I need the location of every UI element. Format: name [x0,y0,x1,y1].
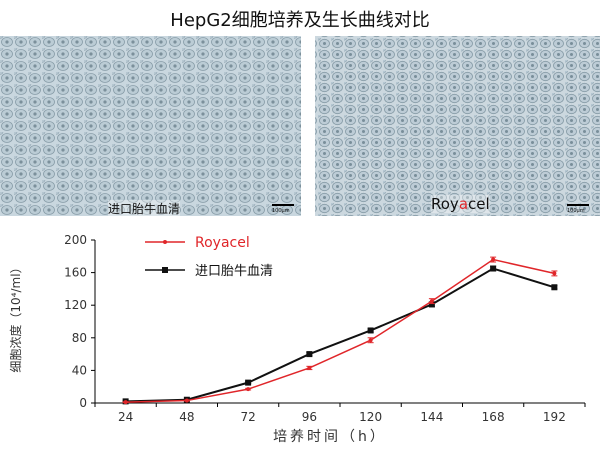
scale-label-left: 100μm [272,208,290,214]
y-tick-label: 200 [64,233,87,247]
y-tick-label: 40 [72,363,87,377]
scale-bar-right [567,204,589,206]
panel-label-royacel-highlight: a [458,195,469,213]
scale-label-right: 100μm [567,208,585,214]
data-point-royacel [246,387,251,392]
series-group [122,256,558,405]
x-tick-label: 168 [482,410,505,424]
scale-bar-left [272,204,294,206]
x-tick-label: 48 [179,410,194,424]
x-tick-label: 144 [420,410,443,424]
x-tick-label: 96 [302,410,317,424]
page-title: HepG2细胞培养及生长曲线对比 [170,10,430,31]
x-ticks: 24 48 72 96 120 144 168 192 [94,403,586,424]
legend-marker-import-fbs [162,267,168,273]
data-point-royacel [368,338,373,343]
y-tick-label: 120 [64,298,87,312]
data-point-import-fbs [245,379,252,386]
x-tick-label: 72 [240,410,255,424]
y-ticks: 0 40 80 120 160 200 [64,233,95,410]
data-point-import-fbs [428,301,435,308]
data-point-royacel [552,271,557,276]
micrograph-import-fbs: 进口胎牛血清 100μm [0,36,301,216]
legend-label-import-fbs: 进口胎牛血清 [195,264,273,279]
data-point-royacel [123,400,128,405]
panel-label-royacel-suffix: cel [468,195,490,213]
data-point-import-fbs [490,265,497,272]
y-axis-label: 细胞浓度（10⁴/ml） [8,261,23,372]
cell-texture-left [0,36,301,216]
series-line-royacel [125,258,555,403]
series-line-import-fbs [125,267,555,403]
panel-label-import-fbs: 进口胎牛血清 [108,200,181,216]
y-tick-label: 0 [79,396,87,410]
chart-svg: 0 40 80 120 160 200 24 48 72 96 120 144 168 192 Roya… [8,233,586,445]
y-tick-label: 160 [64,266,87,280]
x-axis-label: 培养时间（h） [273,429,387,445]
cell-texture-right [315,36,600,216]
data-point-royacel [491,257,496,262]
data-point-import-fbs [367,327,374,334]
legend-label-royacel: Royacel [195,235,250,251]
x-tick-label: 192 [543,410,566,424]
data-point-royacel [307,365,312,370]
growth-curve-chart: 0 40 80 120 160 200 24 48 72 96 120 144 168 192 Roya… [0,225,600,447]
data-point-royacel [184,398,189,403]
y-tick-label: 80 [72,331,87,345]
x-tick-label: 24 [118,410,133,424]
chart-legend: Royacel 进口胎牛血清 [145,235,273,279]
panel-label-royacel-prefix: Roy [431,195,459,213]
micrograph-royacel: Royacel 100μm [315,36,600,216]
data-point-import-fbs [551,284,558,291]
data-point-import-fbs [306,351,313,358]
panel-label-royacel: Royacel [431,195,490,213]
x-tick-label: 120 [359,410,382,424]
legend-marker-royacel [163,240,167,244]
data-point-royacel [429,299,434,304]
